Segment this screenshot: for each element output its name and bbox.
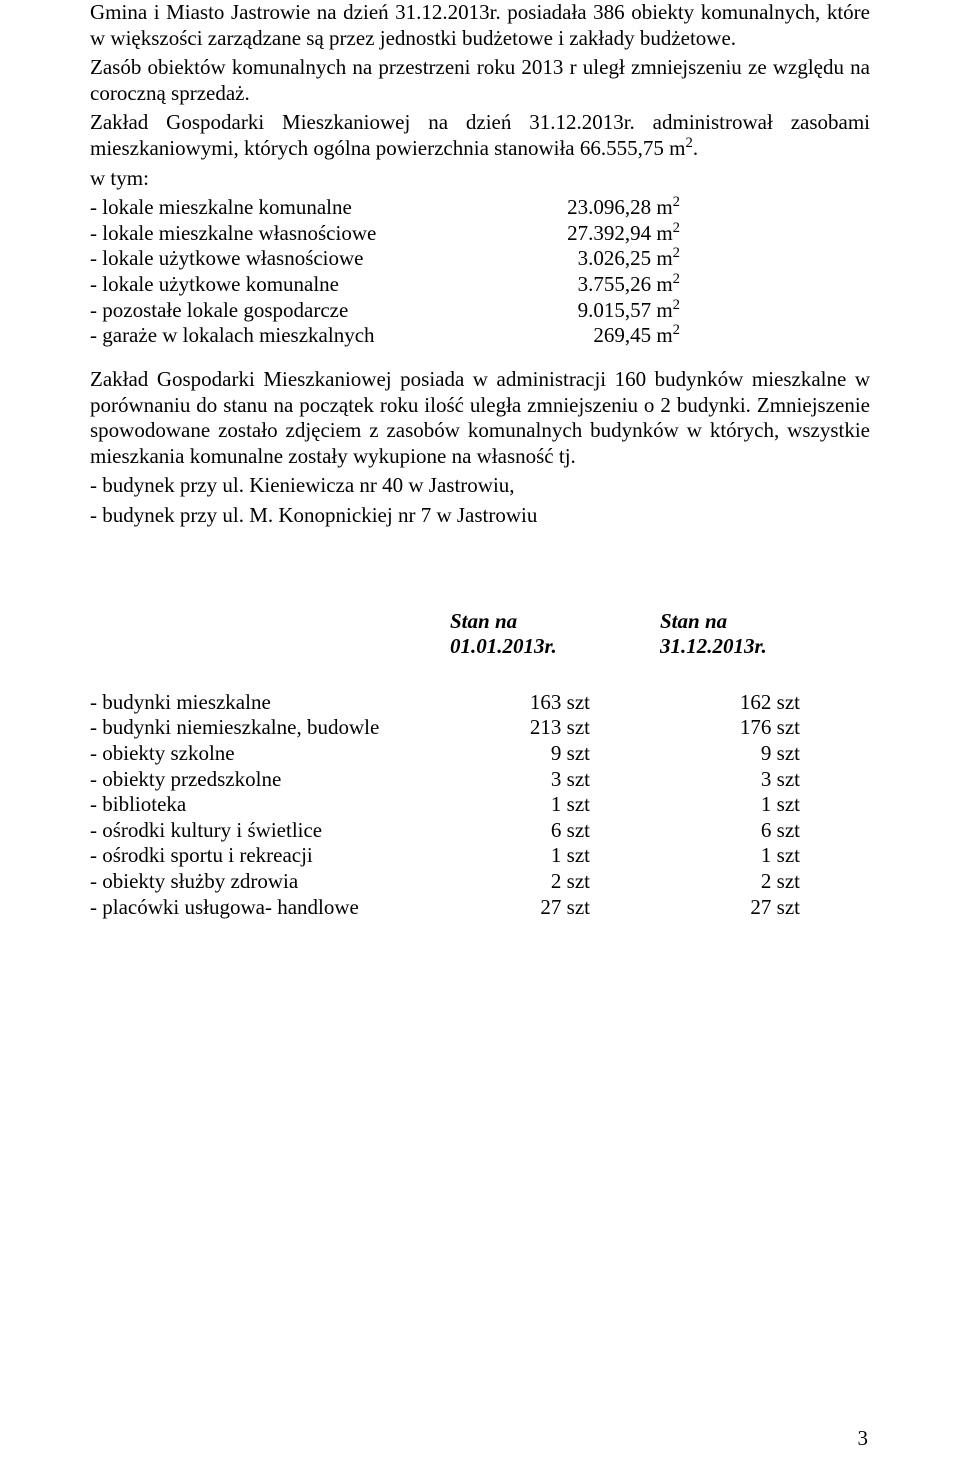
item-value: 23.096,28 m2 [520, 195, 680, 221]
wtym-label: w tym: [90, 166, 870, 192]
table-row: - biblioteka 1 szt 1 szt [90, 792, 870, 818]
header-col-2: Stan na 31.12.2013r. [660, 609, 840, 660]
item-label: - lokale mieszkalne własnościowe [90, 221, 520, 247]
item-value: 3.755,26 m2 [520, 272, 680, 298]
item-label: - garaże w lokalach mieszkalnych [90, 323, 520, 349]
row-label: - biblioteka [90, 792, 450, 818]
document-page: Gmina i Miasto Jastrowie na dzień 31.12.… [0, 0, 960, 1474]
row-val-1: 2 szt [450, 869, 590, 895]
table-row: - obiekty służby zdrowia 2 szt 2 szt [90, 869, 870, 895]
row-label: - budynki niemieszkalne, budowle [90, 715, 450, 741]
text: Zakład Gospodarki Mieszkaniowej na dzień… [90, 110, 870, 160]
bullet-2: - budynek przy ul. M. Konopnickiej nr 7 … [90, 503, 870, 529]
row-val-2: 176 szt [660, 715, 800, 741]
table-row: - ośrodki kultury i świetlice 6 szt 6 sz… [90, 818, 870, 844]
item-label: - lokale mieszkalne komunalne [90, 195, 520, 221]
page-number: 3 [858, 1426, 869, 1452]
bullet-1: - budynek przy ul. Kieniewicza nr 40 w J… [90, 473, 870, 499]
row-val-2: 1 szt [660, 792, 800, 818]
row-val-2: 3 szt [660, 767, 800, 793]
item-value: 269,45 m2 [520, 323, 680, 349]
header-col-1: Stan na 01.01.2013r. [450, 609, 660, 660]
table-row: - placówki usługowa- handlowe 27 szt 27 … [90, 895, 870, 921]
row-val-2: 2 szt [660, 869, 800, 895]
list-item: - pozostałe lokale gospodarcze 9.015,57 … [90, 298, 870, 324]
item-label: - lokale użytkowe komunalne [90, 272, 520, 298]
list-item: - lokale użytkowe komunalne 3.755,26 m2 [90, 272, 870, 298]
table-row: - obiekty przedszkolne 3 szt 3 szt [90, 767, 870, 793]
paragraph-1: Gmina i Miasto Jastrowie na dzień 31.12.… [90, 0, 870, 51]
row-val-1: 9 szt [450, 741, 590, 767]
table-row: - ośrodki sportu i rekreacji 1 szt 1 szt [90, 843, 870, 869]
text: Gmina i Miasto Jastrowie na dzień 31.12.… [90, 0, 694, 24]
row-val-2: 9 szt [660, 741, 800, 767]
row-label: - ośrodki sportu i rekreacji [90, 843, 450, 869]
table-row: - budynki niemieszkalne, budowle 213 szt… [90, 715, 870, 741]
list-item: - lokale mieszkalne własnościowe 27.392,… [90, 221, 870, 247]
area-list: - lokale mieszkalne komunalne 23.096,28 … [90, 195, 870, 349]
table-headers: Stan na 01.01.2013r. Stan na 31.12.2013r… [90, 609, 870, 660]
row-label: - obiekty przedszkolne [90, 767, 450, 793]
row-label: - ośrodki kultury i świetlice [90, 818, 450, 844]
table-row: - budynki mieszkalne 163 szt 162 szt [90, 690, 870, 716]
row-val-2: 6 szt [660, 818, 800, 844]
paragraph-2: Zasób obiektów komunalnych na przestrzen… [90, 55, 870, 106]
table-row: - obiekty szkolne 9 szt 9 szt [90, 741, 870, 767]
superscript: 2 [685, 135, 692, 151]
item-value: 27.392,94 m2 [520, 221, 680, 247]
row-val-1: 6 szt [450, 818, 590, 844]
row-val-1: 1 szt [450, 792, 590, 818]
row-label: - obiekty szkolne [90, 741, 450, 767]
list-item: - lokale mieszkalne komunalne 23.096,28 … [90, 195, 870, 221]
row-val-1: 163 szt [450, 690, 590, 716]
row-label: - budynki mieszkalne [90, 690, 450, 716]
item-value: 9.015,57 m2 [520, 298, 680, 324]
count-list: - budynki mieszkalne 163 szt 162 szt - b… [90, 690, 870, 920]
row-val-1: 3 szt [450, 767, 590, 793]
row-val-2: 162 szt [660, 690, 800, 716]
row-val-1: 1 szt [450, 843, 590, 869]
row-val-1: 27 szt [450, 895, 590, 921]
text: . [693, 136, 698, 160]
row-label: - obiekty służby zdrowia [90, 869, 450, 895]
item-label: - lokale użytkowe własnościowe [90, 246, 520, 272]
item-value: 3.026,25 m2 [520, 246, 680, 272]
row-val-2: 27 szt [660, 895, 800, 921]
row-label: - placówki usługowa- handlowe [90, 895, 450, 921]
list-item: - lokale użytkowe własnościowe 3.026,25 … [90, 246, 870, 272]
text: Zasób obiektów komunalnych na przestrzen… [90, 55, 870, 105]
list-item: - garaże w lokalach mieszkalnych 269,45 … [90, 323, 870, 349]
row-val-1: 213 szt [450, 715, 590, 741]
paragraph-4: Zakład Gospodarki Mieszkaniowej posiada … [90, 367, 870, 469]
row-val-2: 1 szt [660, 843, 800, 869]
item-label: - pozostałe lokale gospodarcze [90, 298, 520, 324]
paragraph-3: Zakład Gospodarki Mieszkaniowej na dzień… [90, 110, 870, 161]
